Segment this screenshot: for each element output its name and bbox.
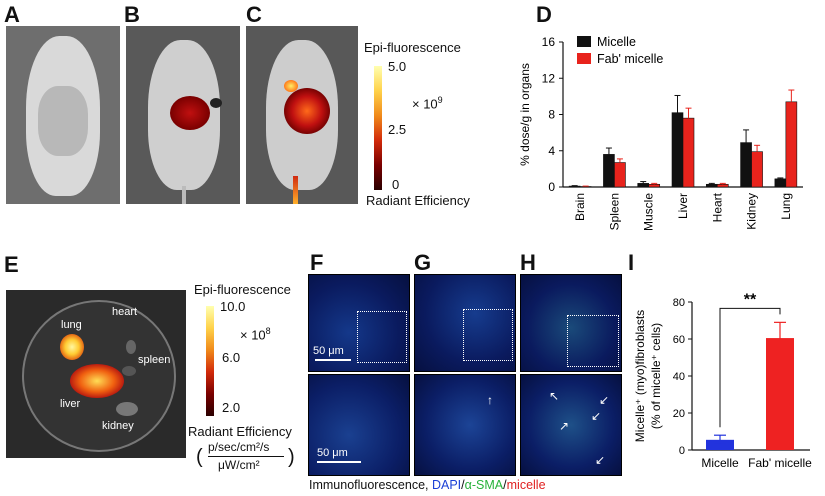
colorbar-e-mid: 6.0 (222, 350, 241, 365)
y-tick-label: 80 (673, 297, 685, 309)
biodistribution-bar-chart: 0 4 8 12 16 % dose/g in organs Brain Spleen Musc… (518, 35, 803, 231)
micrograph-caption: Immunofluorescence, DAPI/α-SMA/micelle (309, 478, 546, 492)
colorbar-e-label: Radiant Efficiency (188, 424, 292, 439)
dish-label-spleen: spleen (138, 354, 171, 366)
x-tick-label: Micelle (701, 456, 739, 470)
colorbar-c-title: Epi-fluorescence (364, 40, 461, 55)
x-tick-label: Kidney (745, 193, 759, 230)
colorbar-e-max: 10.0 (220, 299, 246, 314)
colorbar-e-min: 2.0 (222, 400, 241, 415)
bar (671, 112, 684, 188)
colorbar-c-label: Radiant Efficiency (366, 193, 470, 208)
colorbar-c-mid: 2.5 (388, 122, 407, 137)
dish-label-lung: lung (61, 319, 82, 331)
y-tick-label: 60 (673, 334, 685, 346)
y-axis-label: % dose/g in organs (518, 63, 532, 166)
y-tick-label: 8 (548, 108, 555, 122)
panel-label-g: G (414, 250, 432, 275)
y-tick-label: 40 (673, 371, 685, 383)
legend-swatch (577, 36, 591, 47)
y-tick-label: 12 (542, 71, 556, 85)
y-tick-label: 4 (548, 144, 555, 158)
bar (648, 183, 661, 188)
panel-label-f: F (310, 250, 324, 275)
y-tick-label: 0 (679, 445, 685, 457)
colorbar-c-multiplier: × 109 (412, 95, 443, 112)
x-tick-label: Liver (676, 193, 690, 219)
bar (774, 178, 787, 188)
micrograph-h-top (520, 274, 622, 372)
micrograph-g-top (414, 274, 516, 372)
mouse-photo-c (246, 26, 358, 204)
colorbar-e (206, 306, 214, 416)
micrograph-f-zoom: 50 μm (308, 374, 410, 476)
dish-label-kidney: kidney (102, 420, 134, 432)
colorbar-e-unit: ( p/sec/cm²/s μW/cm² ) (196, 440, 295, 472)
colorbar-c-min: 0 (392, 177, 400, 192)
micrograph-h-zoom: ↖ ↙ ↙ ↗ ↙ (520, 374, 622, 476)
mouse-photo-b (126, 26, 240, 204)
micrograph-g-zoom: ↑ (414, 374, 516, 476)
dish-label-heart: heart (112, 306, 138, 318)
x-tick-label: Muscle (642, 193, 656, 231)
bar (568, 185, 581, 188)
panel-label-i: I (628, 250, 635, 275)
x-tick-label: Fab' micelle (748, 456, 812, 470)
bar (614, 162, 626, 188)
scale-bar-label: 50 μm (317, 447, 348, 459)
fibroblast-uptake-bar-chart: 0 20 40 60 80 Micelle⁺ (myo)fibroblasts (% of … (633, 291, 812, 470)
bar (740, 142, 752, 188)
bar (637, 183, 650, 188)
x-tick-label: Lung (779, 193, 793, 220)
y-tick-label: 20 (673, 408, 685, 420)
y-tick-label: 16 (542, 35, 556, 49)
bar (766, 338, 794, 450)
y-axis-label-line2: (% of micelle⁺ cells) (649, 323, 663, 429)
dish-label-liver: liver (60, 398, 81, 410)
x-tick-label: Heart (710, 192, 724, 222)
y-tick-label: 0 (548, 180, 555, 194)
significance-marker: ** (744, 291, 757, 308)
x-tick-label: Spleen (607, 193, 621, 230)
significance-bracket (719, 307, 781, 428)
bar (751, 151, 763, 188)
colorbar-c (374, 66, 382, 190)
panel-label-e: E (4, 252, 19, 277)
panel-label-a: A (4, 2, 20, 27)
y-axis-label-line1: Micelle⁺ (myo)fibroblasts (633, 310, 647, 442)
mouse-photo-a (6, 26, 120, 204)
legend-label: Fab' micelle (597, 52, 663, 66)
panel-label-b: B (124, 2, 140, 27)
panel-label-d: D (536, 2, 552, 27)
colorbar-c-max: 5.0 (388, 59, 407, 74)
bar (716, 183, 729, 188)
micrograph-f-top: 50 μm (308, 274, 410, 372)
legend-label: Micelle (597, 35, 636, 49)
bar (682, 117, 695, 188)
bar (705, 183, 718, 188)
panel-label-c: C (246, 2, 262, 27)
organ-dish-photo: lung heart spleen liver kidney (6, 290, 186, 458)
colorbar-e-multiplier: × 108 (240, 326, 271, 343)
x-tick-label: Brain (573, 193, 587, 221)
legend-swatch (577, 53, 591, 64)
bar (603, 154, 615, 188)
bar (785, 101, 798, 188)
colorbar-e-title: Epi-fluorescence (194, 282, 291, 297)
panel-label-h: H (520, 250, 536, 275)
